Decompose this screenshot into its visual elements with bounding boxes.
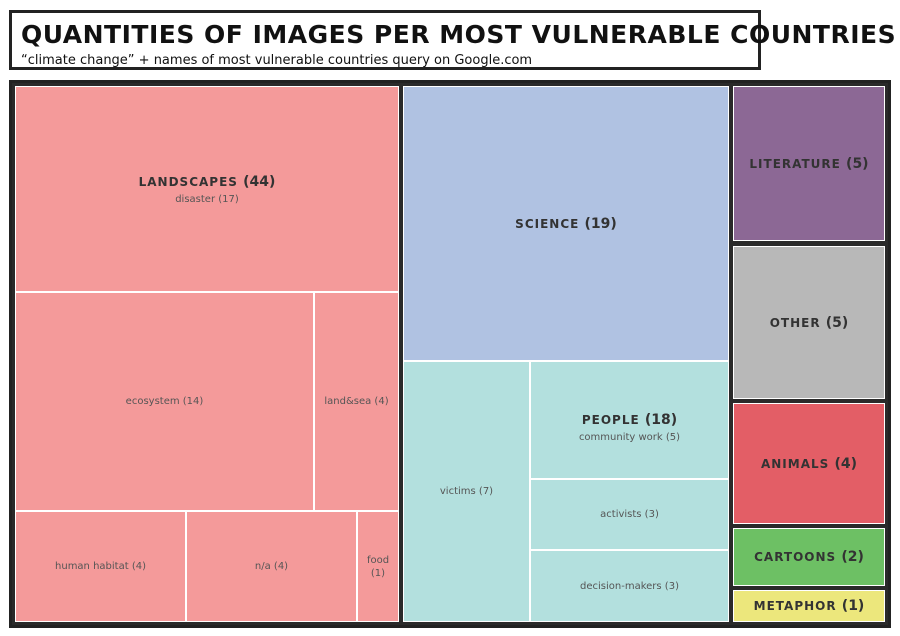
community-work-cell: PEOPLE (18) community work (5) <box>530 361 729 479</box>
food-cell: food (1) <box>357 511 399 622</box>
cartoons-cell: CARTOONS (2) <box>733 528 885 586</box>
disaster-label: disaster (17) <box>175 193 239 205</box>
landscapes-label: LANDSCAPES <box>138 174 238 189</box>
science-cell: SCIENCE (19) <box>403 86 729 361</box>
literature-value: (5) <box>846 155 869 172</box>
land-sea-cell: land&sea (4) <box>314 292 399 511</box>
literature-label: LITERATURE <box>749 156 841 171</box>
title-box: QUANTITIES OF IMAGES PER MOST VULNERABLE… <box>9 10 896 70</box>
metaphor-label: METAPHOR <box>753 599 837 613</box>
decision-makers-cell: decision-makers (3) <box>530 550 729 622</box>
human-habitat-cell: human habitat (4) <box>15 511 186 622</box>
science-label: SCIENCE <box>515 216 580 231</box>
chart-title: QUANTITIES OF IMAGES PER MOST VULNERABLE… <box>21 20 897 49</box>
people-label: PEOPLE <box>581 412 640 427</box>
other-cell: OTHER (5) <box>733 246 885 399</box>
animals-label: ANIMALS <box>760 456 830 471</box>
community-work-label: community work (5) <box>578 431 681 443</box>
metaphor-value: (1) <box>841 598 865 614</box>
literature-cell: LITERATURE (5) <box>733 86 885 241</box>
victims-label: victims (7) <box>439 486 494 497</box>
other-label: OTHER <box>769 315 821 330</box>
activists-cell: activists (3) <box>530 479 729 550</box>
activists-label: activists (3) <box>600 509 659 520</box>
land-sea-label: land&sea (4) <box>324 396 389 407</box>
people-value: (18) <box>644 411 678 428</box>
food-label: food <box>366 554 390 566</box>
metaphor-cell: METAPHOR (1) <box>733 590 885 622</box>
victims-cell: victims (7) <box>403 361 530 622</box>
na-cell: n/a (4) <box>186 511 357 622</box>
animals-value: (4) <box>834 455 858 472</box>
cartoons-value: (2) <box>841 549 864 565</box>
human-habitat-label: human habitat (4) <box>55 561 146 572</box>
decision-makers-label: decision-makers (3) <box>580 580 679 592</box>
chart-subtitle: “climate change” + names of most vulnera… <box>21 53 533 68</box>
metaphor-group <box>730 587 888 625</box>
animals-cell: ANIMALS (4) <box>733 403 885 524</box>
landscapes-disaster-cell: LANDSCAPES (44) disaster (17) <box>15 86 399 292</box>
treemap-frame <box>9 80 891 628</box>
na-label: n/a (4) <box>254 561 289 572</box>
science-value: (19) <box>584 215 617 232</box>
literature-group <box>730 83 888 244</box>
food-value: (1) <box>370 567 386 579</box>
ecosystem-label: ecosystem (14) <box>125 396 204 407</box>
other-value: (5) <box>825 314 849 331</box>
cartoons-label: CARTOONS <box>754 550 837 564</box>
landscapes-value: (44) <box>243 173 276 190</box>
ecosystem-cell: ecosystem (14) <box>15 292 314 511</box>
